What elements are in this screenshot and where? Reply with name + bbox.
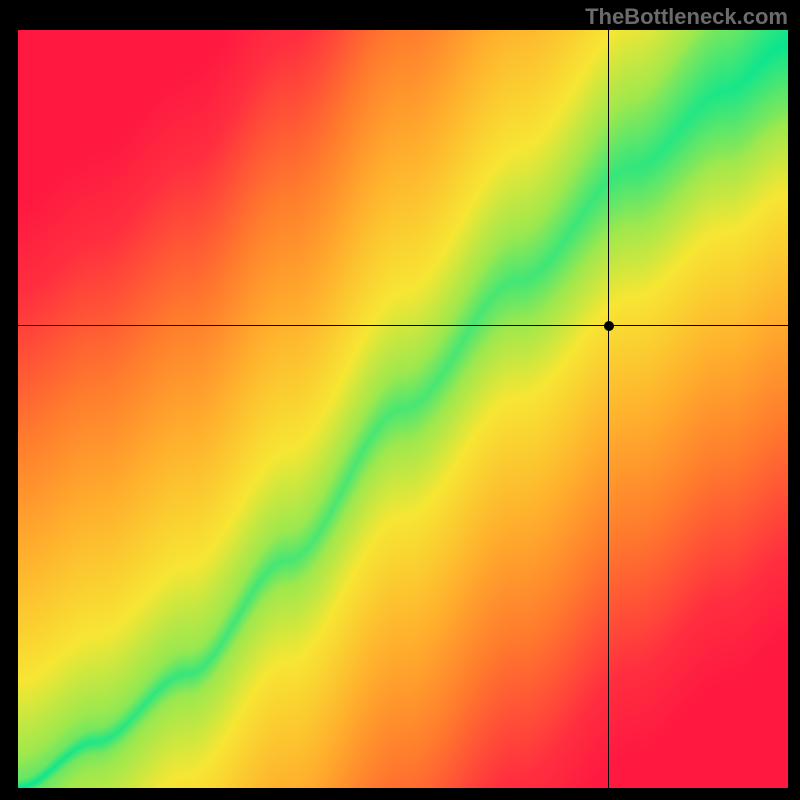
crosshair-dot (604, 321, 614, 331)
crosshair-horizontal (18, 325, 788, 326)
crosshair-vertical (608, 30, 609, 788)
heatmap-canvas (18, 30, 788, 788)
watermark-text: TheBottleneck.com (585, 4, 788, 30)
heatmap-plot (18, 30, 788, 788)
